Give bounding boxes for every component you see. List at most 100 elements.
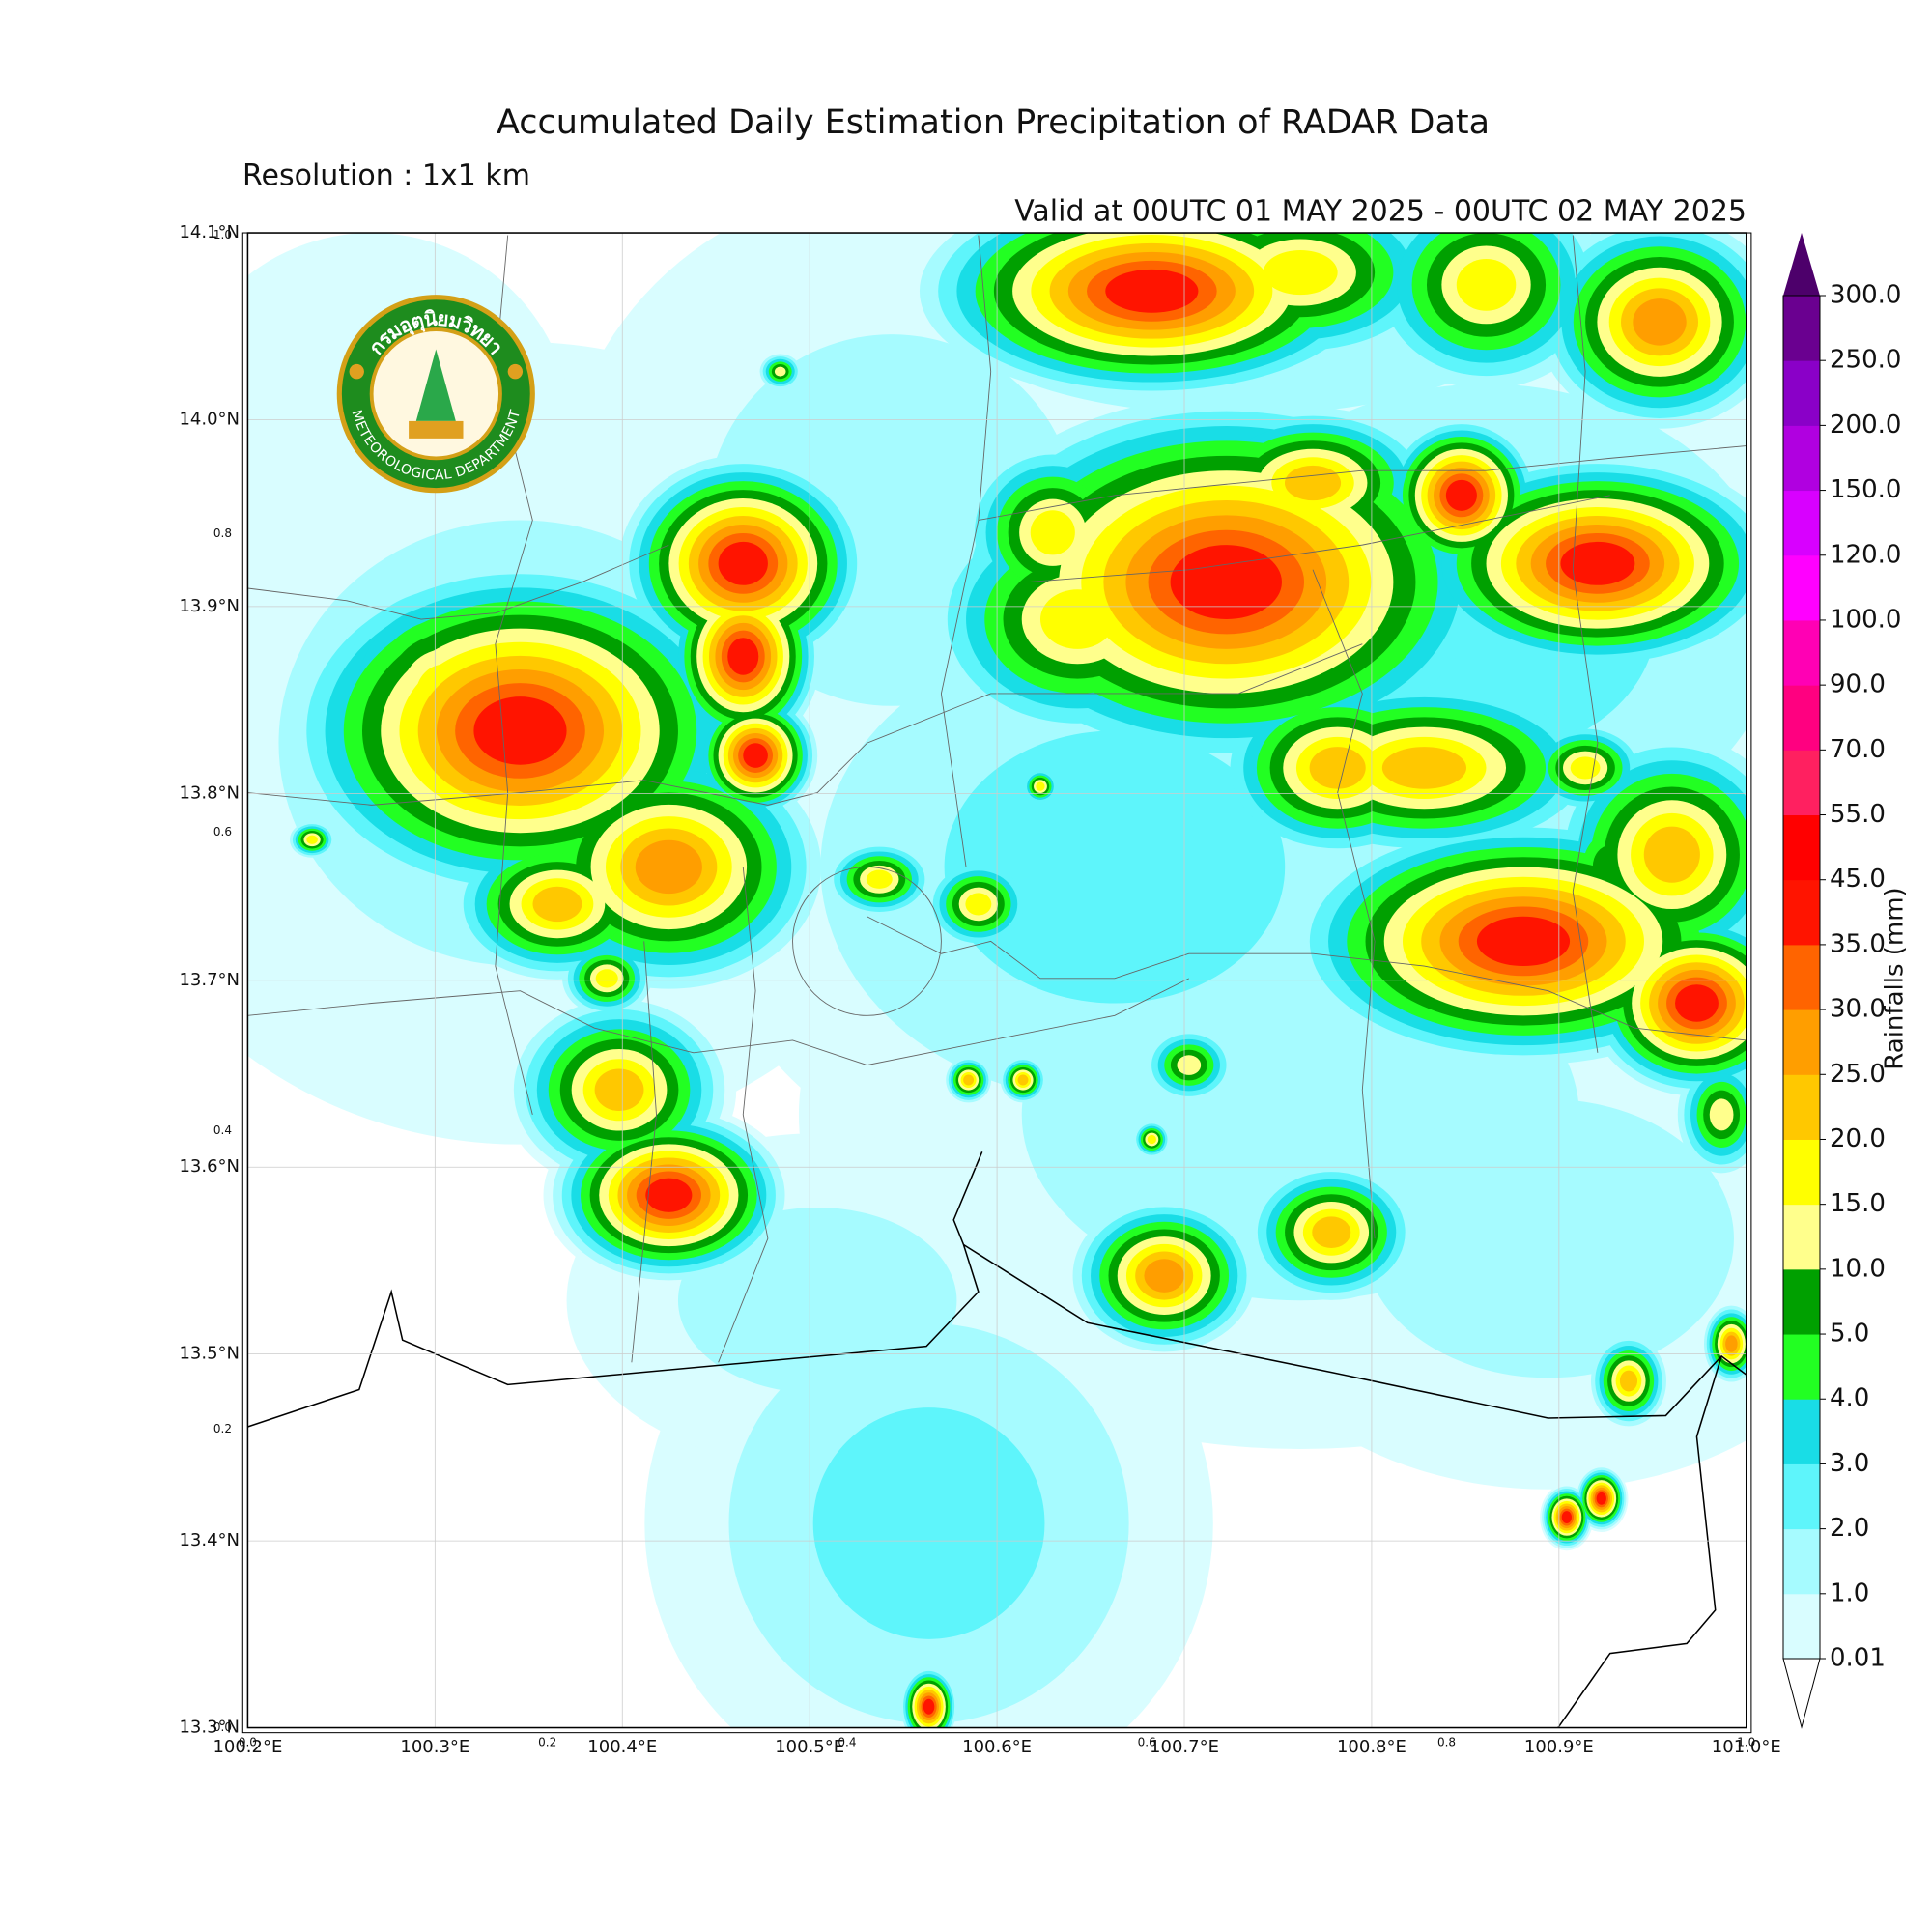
colorbar-swatch xyxy=(1783,1268,1820,1335)
frame-x-label: 0.0 xyxy=(239,1736,257,1749)
colorbar-swatch xyxy=(1783,750,1820,816)
boundary xyxy=(940,235,992,867)
frame-x-label: 0.8 xyxy=(1437,1736,1456,1749)
frame-x-label: 0.4 xyxy=(838,1736,856,1749)
rain-contour xyxy=(1381,747,1467,789)
colorbar-tick-label: 120.0 xyxy=(1830,540,1901,569)
colorbar-swatch xyxy=(1783,944,1820,1010)
colorbar-tick-label: 100.0 xyxy=(1830,605,1901,634)
boundary xyxy=(247,544,669,620)
logo: กรมอุตุนิยมวิทยา METEOROLOGICAL DEPARTME… xyxy=(336,295,535,494)
rain-contour xyxy=(595,969,618,988)
rain-contour xyxy=(635,839,702,895)
rain-contour xyxy=(1709,1098,1734,1131)
colorbar-swatch xyxy=(1783,619,1820,686)
rain-field xyxy=(247,233,1747,1728)
lon-label: 100.2°E xyxy=(213,1737,282,1757)
rain-contour xyxy=(1476,916,1571,967)
boundary xyxy=(718,867,769,1363)
boundary xyxy=(867,916,1747,1041)
colorbar-tick-label: 35.0 xyxy=(1830,929,1886,958)
colorbar-over xyxy=(1783,233,1820,296)
colorbar-swatch xyxy=(1783,554,1820,621)
colorbar-tick-label: 15.0 xyxy=(1830,1189,1886,1218)
colorbar-tick-label: 55.0 xyxy=(1830,800,1886,829)
rain-contour xyxy=(1170,545,1282,620)
rain-contour xyxy=(594,1068,644,1112)
rain-contour xyxy=(1312,1216,1351,1249)
boundary xyxy=(247,978,1190,1066)
valid-time: Valid at 00UTC 01 MAY 2025 - 00UTC 02 MA… xyxy=(1014,195,1747,229)
rain-contour xyxy=(727,638,759,675)
colorbar-tick-label: 20.0 xyxy=(1830,1124,1886,1153)
logo-figure xyxy=(415,349,456,421)
coast-south xyxy=(1557,1355,1722,1728)
rain-contour xyxy=(1445,479,1477,511)
colorbar-label: Rainfalls (mm) xyxy=(1881,887,1910,1069)
colorbar-tick-label: 2.0 xyxy=(1830,1514,1869,1543)
rain-contour xyxy=(774,366,786,377)
frame-y-label: 0.2 xyxy=(213,1422,232,1435)
rain-contour xyxy=(1017,1074,1029,1086)
colorbar-tick-label: 5.0 xyxy=(1830,1320,1869,1349)
colorbar-swatch xyxy=(1783,360,1820,426)
colorbar-tick-label: 0.01 xyxy=(1830,1644,1886,1673)
colorbar-swatch xyxy=(1783,1399,1820,1464)
lat-label: 13.4°N xyxy=(179,1530,240,1550)
colorbar-tick-label: 90.0 xyxy=(1830,670,1886,699)
frame-y-label: 0.0 xyxy=(213,1720,232,1734)
rain-contour xyxy=(1561,1511,1572,1523)
rain-contour xyxy=(923,1698,935,1715)
lat-label: 14.0°N xyxy=(179,409,240,429)
rain-contour xyxy=(965,893,992,916)
lat-label: 14.1°N xyxy=(179,222,240,242)
colorbar-swatch xyxy=(1783,296,1820,361)
coastline xyxy=(247,1151,1747,1728)
lon-label: 100.4°E xyxy=(587,1737,657,1757)
lon-label: 101.0°E xyxy=(1712,1737,1781,1757)
colorbar-swatch xyxy=(1783,1528,1820,1595)
colorbar-tick-label: 150.0 xyxy=(1830,475,1901,504)
lon-label: 100.7°E xyxy=(1150,1737,1219,1757)
rain-contour xyxy=(1263,249,1338,296)
colorbar-tick-label: 45.0 xyxy=(1830,865,1886,894)
frame-y-label: 0.8 xyxy=(213,526,232,540)
map-area: กรมอุตุนิยมวิทยา METEOROLOGICAL DEPARTME… xyxy=(242,232,1752,1734)
colorbar-tick-label: 3.0 xyxy=(1830,1449,1869,1478)
lon-label: 100.8°E xyxy=(1337,1737,1406,1757)
colorbar-swatch xyxy=(1783,879,1820,946)
boundary xyxy=(631,941,657,1363)
colorbar: 0.01 1.0 2.0 3.0 4.0 5.0 10.0 15.0 20.0 25.0 30.0 3… xyxy=(1782,233,1901,1729)
rain-contour xyxy=(645,1178,693,1212)
lon-label: 100.9°E xyxy=(1524,1737,1594,1757)
rain-contour xyxy=(1725,1335,1738,1352)
rain-contour xyxy=(1560,541,1635,585)
frame-x-label: 1.0 xyxy=(1737,1736,1755,1749)
colorbar-swatch xyxy=(1783,1009,1820,1075)
colorbar-tick-label: 200.0 xyxy=(1830,411,1901,440)
rain-contour xyxy=(1284,465,1342,501)
rain-contour xyxy=(963,1074,975,1086)
logo-dot xyxy=(507,363,524,380)
rain-contour xyxy=(812,1407,1045,1639)
rain-contour xyxy=(1633,298,1687,346)
lat-label: 13.7°N xyxy=(179,970,240,990)
rain-contour xyxy=(1643,826,1700,883)
colorbar-tick-label: 70.0 xyxy=(1830,735,1886,764)
rain-contour xyxy=(1456,258,1517,311)
boundary xyxy=(1572,235,1599,1053)
rain-contour xyxy=(1619,1370,1638,1392)
colorbar-tick-label: 10.0 xyxy=(1830,1254,1886,1283)
frame-x-label: 0.6 xyxy=(1138,1736,1156,1749)
lon-label: 100.6°E xyxy=(962,1737,1032,1757)
colorbar-tick-label: 25.0 xyxy=(1830,1060,1886,1089)
logo-dot xyxy=(349,363,364,380)
rain-contour xyxy=(1177,1055,1202,1075)
resolution: Resolution : 1x1 km xyxy=(242,159,530,193)
colorbar-tick-label: 30.0 xyxy=(1830,995,1886,1024)
colorbar-tick-label: 4.0 xyxy=(1830,1384,1869,1413)
colorbar-swatch xyxy=(1783,1204,1820,1270)
colorbar-swatch xyxy=(1783,1334,1820,1400)
colorbar-swatch xyxy=(1783,685,1820,751)
